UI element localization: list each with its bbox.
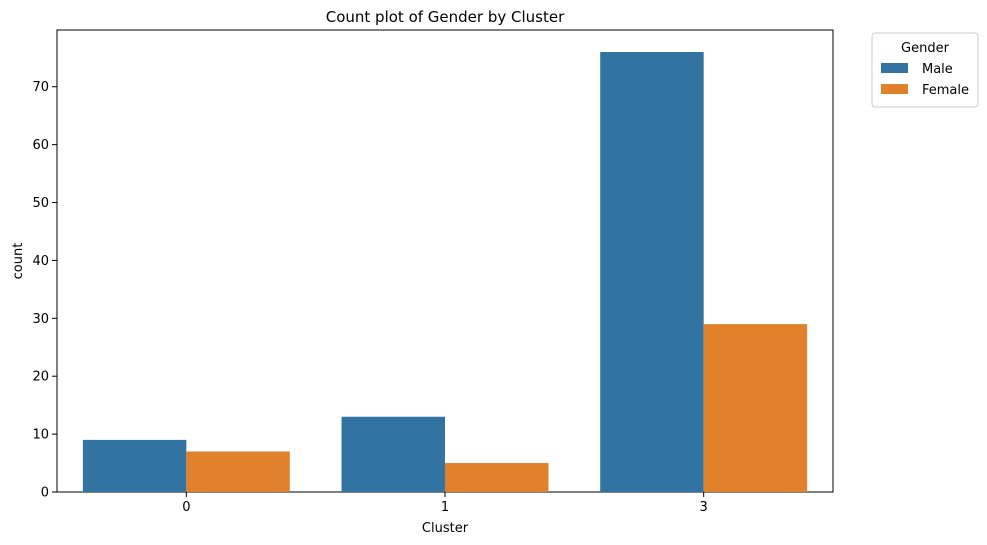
y-axis-ticks: 0 10 20 30 40 50 60 70 [32, 80, 57, 501]
legend-label-female: Female [922, 83, 969, 98]
y-tick-label: 10 [32, 428, 49, 443]
legend-swatch-female [881, 84, 908, 94]
bar-male-cluster-3 [600, 52, 704, 492]
bar-female-cluster-3 [703, 324, 808, 492]
legend: Gender Male Female [871, 32, 979, 108]
y-tick-label: 50 [32, 196, 49, 211]
bars [82, 52, 808, 492]
x-axis-ticks: 0 1 3 [182, 492, 708, 515]
legend-swatch-male [881, 63, 908, 73]
bar-female-cluster-0 [186, 451, 290, 492]
bar-female-cluster-1 [445, 463, 549, 492]
y-tick-label: 30 [32, 312, 49, 327]
y-tick-label: 40 [32, 254, 49, 269]
y-tick-label: 70 [32, 80, 49, 95]
y-axis-label: count [11, 243, 26, 280]
chart-title: Count plot of Gender by Cluster [326, 8, 565, 26]
legend-title: Gender [901, 41, 950, 56]
x-tick-label: 1 [441, 500, 449, 515]
plot-area: 0 10 20 30 40 50 60 70 0 1 3 [32, 29, 834, 515]
x-tick-label: 3 [700, 500, 708, 515]
y-tick-label: 60 [32, 138, 49, 153]
x-tick-label: 0 [182, 500, 190, 515]
y-tick-label: 20 [32, 370, 49, 385]
bar-male-cluster-1 [341, 416, 445, 492]
bar-male-cluster-0 [82, 439, 187, 492]
x-axis-label: Cluster [422, 521, 469, 536]
legend-label-male: Male [922, 62, 953, 77]
legend-items: Male Female [881, 62, 969, 98]
y-tick-label: 0 [41, 486, 49, 501]
